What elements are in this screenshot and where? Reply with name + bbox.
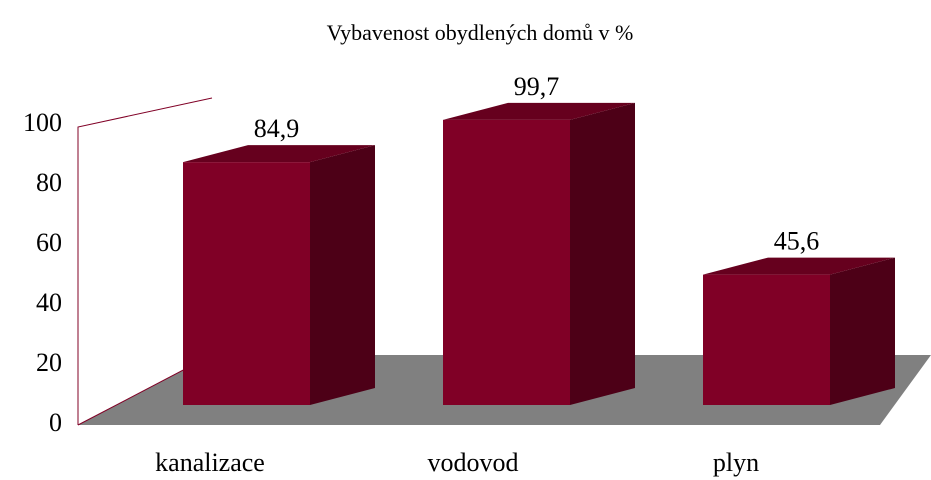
bar-top [703,257,895,275]
bar-front [703,274,830,405]
bar-side [310,145,375,405]
bar [703,257,895,405]
y-tick-label: 100 [23,108,62,137]
bar-front [443,119,570,405]
y-tick-label: 80 [36,168,62,197]
bar-side [570,102,635,405]
bar-top [443,102,635,120]
y-tick-label: 0 [49,408,62,437]
y-tick-label: 20 [36,348,62,377]
bar-front [183,162,310,405]
back-wall [77,97,213,425]
y-tick-label: 60 [36,228,62,257]
chart-title: Vybavenost obydlených domů v % [327,20,634,45]
bar-side [830,257,895,405]
value-label: 99,7 [514,72,560,101]
bar-top [183,145,375,163]
value-label: 45,6 [774,227,820,256]
bar [443,102,635,405]
y-tick-label: 40 [36,288,62,317]
x-tick-label: plyn [713,448,759,477]
x-tick-label: kanalizace [155,448,265,477]
value-label: 84,9 [254,114,300,143]
bar [183,145,375,405]
x-tick-label: vodovod [428,448,519,477]
